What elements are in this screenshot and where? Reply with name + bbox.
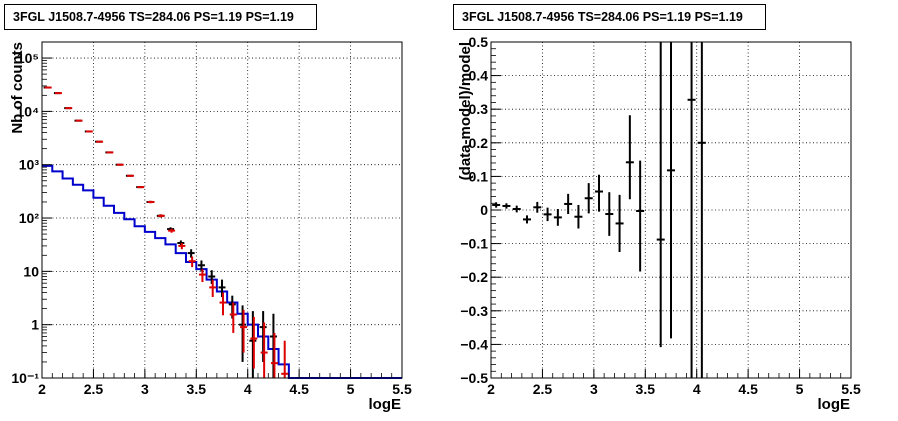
source-step-line: [42, 164, 402, 379]
left-x-tick-label: 2.5: [84, 381, 104, 397]
source-series: [42, 164, 402, 379]
right-x-tick-label: 5: [796, 381, 804, 397]
left-y-tick-label: 10⁵: [17, 50, 39, 66]
right-plot-title: 3FGL J1508.7-4956 TS=284.06 PS=1.19 PS=1…: [453, 4, 766, 30]
right-y-tick-label: −0.2: [460, 269, 488, 285]
right-y-tick-label: 0.4: [469, 68, 489, 84]
right-y-tick-label: −0.5: [460, 370, 488, 386]
right-y-tick-label: 0.3: [469, 101, 489, 117]
right-y-tick-label: 0.2: [469, 135, 489, 151]
right-x-tick-label: 3.5: [636, 381, 656, 397]
right-y-tick-label: 0: [480, 202, 488, 218]
left-x-tick-label: 5: [347, 381, 355, 397]
right-y-tick-label: −0.3: [460, 303, 488, 319]
left-y-tick-label: 10⁴: [17, 103, 40, 119]
right-y-axis-title: (data-model)/model: [457, 42, 474, 180]
right-x-axis-title: logE: [818, 396, 851, 413]
left-y-axis-title: Nb of counts: [9, 42, 26, 134]
left-y-tick-label: 1: [31, 317, 39, 333]
left-frame: [41, 41, 403, 379]
right-grid: [491, 42, 851, 378]
right-x-tick-label: 5.5: [841, 381, 861, 397]
left-x-tick-label: 3: [141, 381, 149, 397]
left-x-tick-label: 4.5: [289, 381, 309, 397]
left-x-tick-label: 5.5: [392, 381, 412, 397]
right-x-tick-label: 3: [590, 381, 598, 397]
left-x-axis-title: logE: [369, 396, 402, 413]
model-series: [44, 86, 289, 378]
left-y-tick-label: 10³: [19, 157, 40, 173]
left-grid: [42, 42, 402, 378]
right-y-tick-label: −0.4: [460, 336, 488, 352]
right-y-tick-label: 0.5: [469, 34, 489, 50]
left-y-tick-label: 10²: [19, 210, 40, 226]
right-x-tick-label: 4.5: [738, 381, 758, 397]
right-x-tick-label: 2.5: [533, 381, 553, 397]
left-x-tick-label: 3.5: [187, 381, 207, 397]
left-y-tick-label: 10: [23, 263, 39, 279]
left-x-tick-label: 4: [244, 381, 252, 397]
right-x-tick-label: 4: [693, 381, 701, 397]
residual-series: [492, 42, 706, 378]
left-y-tick-label: 10⁻¹: [11, 370, 39, 386]
left-plot-title: 3FGL J1508.7-4956 TS=284.06 PS=1.19 PS=1…: [4, 4, 317, 30]
right-y-tick-label: 0.1: [469, 168, 489, 184]
left-axis-ticks: 2 2.5 3 3.5 4 4.5 5 5.5 10⁻¹ 1 10 10² 10³ 10⁴ 10⁵: [11, 41, 412, 397]
right-y-tick-label: −0.1: [460, 236, 488, 252]
right-axis-ticks: 2 2.5 3 3.5 4 4.5 5 5.5 −0.5 −0.4 −0.3 −0.2 −0.1 0 0.1…: [460, 34, 861, 397]
right-x-tick-label: 2: [487, 381, 495, 397]
left-x-tick-label: 2: [38, 381, 46, 397]
